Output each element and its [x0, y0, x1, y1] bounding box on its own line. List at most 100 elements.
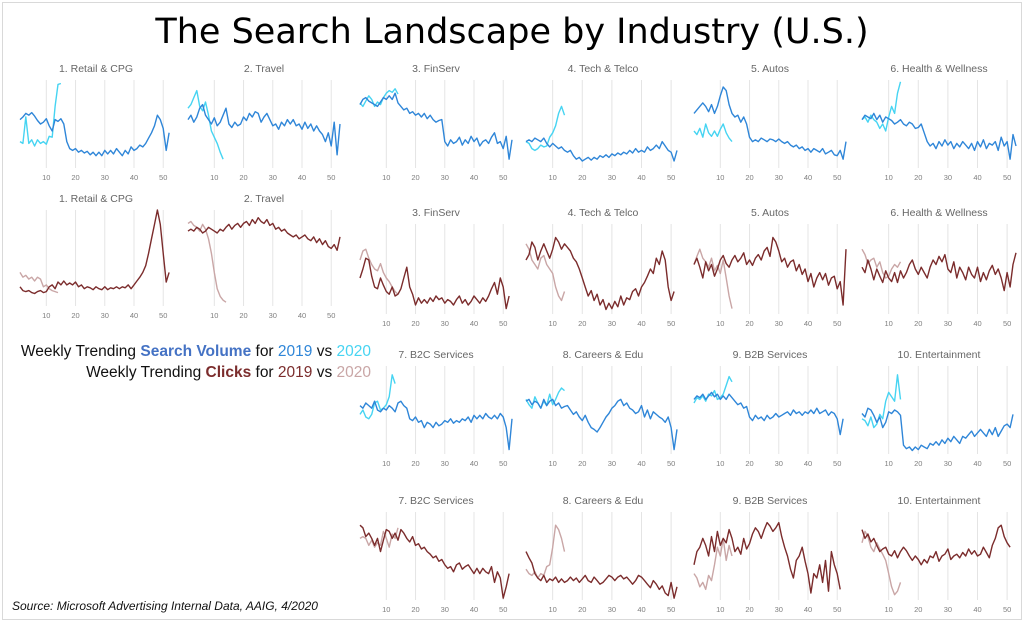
x-tick-label: 20	[411, 173, 419, 182]
x-tick-label: 10	[884, 459, 892, 468]
x-tick-label: 30	[608, 173, 616, 182]
series-line-2019	[19, 209, 170, 295]
legend-vs: vs	[312, 343, 337, 360]
legend-vs: vs	[312, 364, 337, 381]
panel-search: 9. B2B Services 10 20 30 40 50	[693, 349, 844, 468]
x-tick-label: 10	[42, 173, 50, 182]
series-line-2019	[693, 391, 844, 436]
x-tick-label: 50	[1003, 173, 1011, 182]
panel-clicks: 1. Retail & CPG 10 20 30 40 50	[19, 193, 170, 320]
series-line-2019	[693, 521, 841, 594]
panel-search: 3. FinServ 10 20 30 40 50	[359, 63, 513, 182]
x-tick-label: 50	[327, 311, 335, 320]
x-tick-label: 50	[159, 311, 167, 320]
x-tick-label: 30	[775, 459, 783, 468]
x-tick-label: 40	[470, 459, 478, 468]
series-line-2020	[861, 530, 902, 596]
panel-search: 8. Careers & Edu 10 20 30 40 50	[525, 349, 678, 468]
panel-title: 8. Careers & Edu	[563, 495, 644, 507]
series-line-2019	[359, 92, 513, 160]
x-tick-label: 10	[716, 319, 724, 328]
legend-year-2019: 2019	[277, 343, 313, 360]
x-tick-label: 20	[411, 319, 419, 328]
panel-clicks: 2. Travel 10 20 30 40 50	[187, 193, 341, 320]
x-tick-label: 50	[1003, 319, 1011, 328]
x-tick-label: 50	[499, 319, 507, 328]
series-line-2019	[861, 407, 1014, 452]
panel-title: 1. Retail & CPG	[59, 193, 133, 205]
panel-title: 3. FinServ	[412, 207, 461, 219]
series-line-2019	[525, 137, 678, 162]
series-line-2020	[359, 374, 396, 420]
x-tick-label: 10	[548, 605, 556, 614]
x-tick-label: 20	[578, 605, 586, 614]
panel-title: 2. Travel	[244, 193, 284, 205]
x-tick-label: 10	[382, 459, 390, 468]
x-tick-label: 20	[239, 173, 247, 182]
series-line-2019	[187, 216, 341, 252]
series-line-2020	[19, 82, 62, 147]
series-line-2020	[861, 81, 902, 132]
panel-title: 10. Entertainment	[898, 349, 981, 361]
series-line-2020	[525, 524, 566, 579]
series-line-2020	[525, 243, 566, 302]
x-tick-label: 20	[71, 173, 79, 182]
x-tick-label: 40	[973, 173, 981, 182]
panel-title: 9. B2B Services	[733, 495, 808, 507]
x-tick-label: 50	[833, 319, 841, 328]
x-tick-label: 10	[548, 173, 556, 182]
x-tick-label: 20	[745, 173, 753, 182]
x-tick-label: 20	[745, 319, 753, 328]
x-tick-label: 40	[973, 319, 981, 328]
series-line-2019	[525, 551, 678, 599]
x-tick-label: 10	[716, 459, 724, 468]
series-line-2020	[359, 248, 399, 295]
series-line-2020	[693, 537, 733, 591]
x-tick-label: 50	[667, 605, 675, 614]
x-tick-label: 40	[470, 173, 478, 182]
page-title: The Search Landscape by Industry (U.S.)	[155, 12, 869, 52]
series-line-2019	[19, 111, 170, 157]
x-tick-label: 20	[914, 173, 922, 182]
x-tick-label: 40	[130, 173, 138, 182]
panel-title: 6. Health & Wellness	[890, 207, 987, 219]
series-line-2019	[861, 112, 1017, 160]
x-tick-label: 40	[298, 173, 306, 182]
x-tick-label: 30	[608, 319, 616, 328]
x-tick-label: 30	[441, 173, 449, 182]
x-tick-label: 40	[637, 173, 645, 182]
x-tick-label: 10	[42, 311, 50, 320]
panel-clicks: 8. Careers & Edu 10 20 30 40 50	[525, 495, 678, 614]
x-tick-label: 10	[716, 605, 724, 614]
x-tick-label: 50	[1003, 605, 1011, 614]
series-line-2020	[693, 248, 733, 309]
legend-for: for	[251, 364, 278, 381]
x-tick-label: 40	[804, 319, 812, 328]
legend-prefix: Weekly Trending	[20, 343, 141, 360]
series-line-2019	[693, 86, 847, 160]
x-tick-label: 40	[804, 459, 812, 468]
x-tick-label: 40	[637, 459, 645, 468]
x-tick-label: 30	[775, 173, 783, 182]
x-tick-label: 50	[833, 605, 841, 614]
x-tick-label: 40	[470, 605, 478, 614]
x-tick-label: 20	[745, 605, 753, 614]
x-tick-label: 50	[499, 173, 507, 182]
panel-search: 1. Retail & CPG 10 20 30 40 50	[19, 63, 170, 182]
x-tick-label: 30	[441, 319, 449, 328]
series-line-2020	[525, 105, 566, 152]
x-tick-label: 50	[159, 173, 167, 182]
x-tick-label: 10	[382, 173, 390, 182]
x-tick-label: 40	[637, 605, 645, 614]
panel-title: 5. Autos	[751, 63, 789, 75]
x-tick-label: 10	[884, 173, 892, 182]
x-tick-label: 50	[833, 459, 841, 468]
x-tick-label: 50	[667, 173, 675, 182]
series-line-2019	[861, 252, 1017, 292]
panel-search: 10. Entertainment 10 20 30 40 50	[861, 349, 1014, 468]
x-tick-label: 40	[470, 319, 478, 328]
panel-clicks: 10. Entertainment 10 20 30 40 50	[861, 495, 1011, 614]
panel-title: 7. B2C Services	[398, 349, 473, 361]
